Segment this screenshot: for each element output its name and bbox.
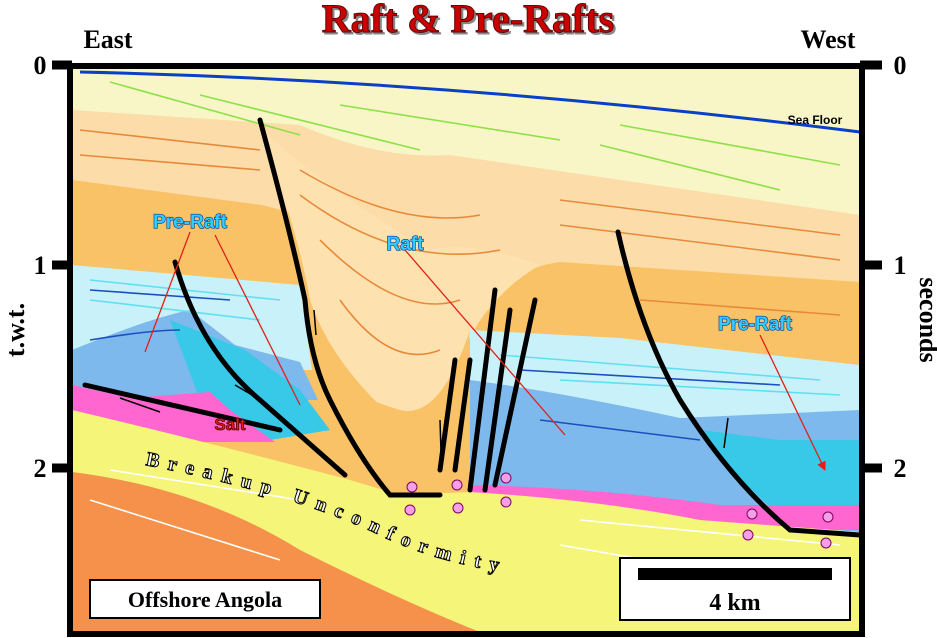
markers <box>404 472 834 549</box>
salt-label: Salt <box>214 415 246 434</box>
tick-label: 0 <box>34 51 47 80</box>
axis-label: seconds <box>914 277 937 362</box>
sea-floor-label: Sea Floor <box>788 113 843 127</box>
frame <box>67 63 865 637</box>
layers <box>72 68 860 632</box>
axis-label: t.w.t. <box>1 303 30 357</box>
west: West <box>801 25 856 54</box>
location-box <box>89 579 321 619</box>
tick-label: 1 <box>894 251 907 280</box>
scale-bar <box>638 568 832 580</box>
faults <box>82 117 863 538</box>
ticks <box>52 60 882 473</box>
location: Offshore Angola <box>128 587 282 612</box>
title: Raft & Pre-Rafts <box>322 0 614 41</box>
tick-label: 0 <box>894 51 907 80</box>
bedding <box>79 70 861 591</box>
pre-raft-label: Pre-Raft <box>718 314 793 335</box>
raft-label: Raft <box>387 234 425 255</box>
tick-label: 1 <box>34 251 47 280</box>
east: East <box>83 25 132 54</box>
tick-label: 2 <box>34 454 47 483</box>
pre-raft-label: Pre-Raft <box>153 212 228 233</box>
scale-label: 4 km <box>709 590 760 616</box>
arrows <box>119 231 825 470</box>
tick-label: 2 <box>894 454 907 483</box>
